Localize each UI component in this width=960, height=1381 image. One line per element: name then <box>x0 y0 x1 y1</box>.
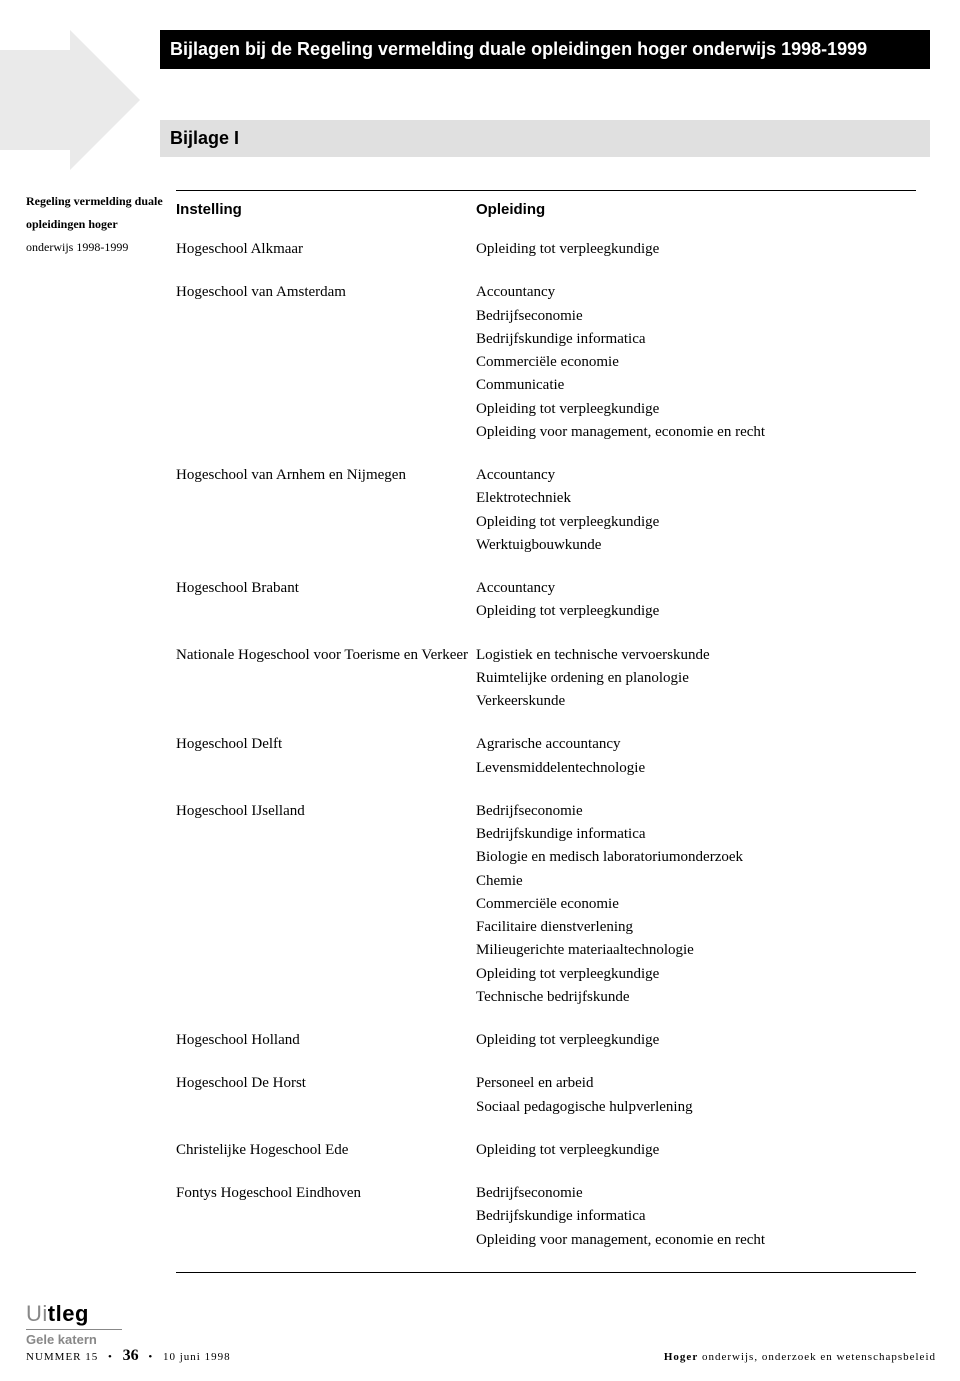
opleiding-line: Milieugerichte materiaaltechnologie <box>476 939 916 962</box>
opleiding-line: Communicatie <box>476 374 916 397</box>
opleiding-line: Opleiding tot verpleegkundige <box>476 1139 916 1162</box>
opleiding-line: Opleiding voor management, economie en r… <box>476 1229 916 1252</box>
opleiding-line: Bedrijfseconomie <box>476 1182 916 1205</box>
opleiding-cell: Opleiding tot verpleegkundige <box>476 238 916 261</box>
opleiding-cell: BedrijfseconomieBedrijfskundige informat… <box>476 1182 916 1252</box>
sidebar-line-1: Regeling vermelding duale <box>26 190 166 213</box>
opleiding-line: Werktuigbouwkunde <box>476 534 916 557</box>
opleiding-line: Logistiek en technische vervoerskunde <box>476 644 916 667</box>
page-number: 36 <box>123 1347 139 1364</box>
footer-section-label: Hoger onderwijs, onderzoek en wetenschap… <box>664 1351 936 1363</box>
logo-letter-t: t <box>48 1301 56 1326</box>
opleiding-line: Opleiding tot verpleegkundige <box>476 238 916 261</box>
opleiding-line: Opleiding voor management, economie en r… <box>476 421 916 444</box>
sidebar-line-2: opleidingen hoger <box>26 213 166 236</box>
opleiding-cell: AccountancyElektrotechniekOpleiding tot … <box>476 464 916 557</box>
table-row: Hogeschool BrabantAccountancyOpleiding t… <box>176 577 916 624</box>
instelling-cell: Hogeschool Alkmaar <box>176 238 476 261</box>
instelling-cell: Hogeschool Holland <box>176 1029 476 1052</box>
opleiding-line: Facilitaire dienstverlening <box>476 916 916 939</box>
opleiding-line: Bedrijfseconomie <box>476 305 916 328</box>
opleiding-line: Agrarische accountancy <box>476 733 916 756</box>
footer-logo-block: Uitleg Gele katern <box>26 1301 936 1347</box>
opleiding-line: Bedrijfskundige informatica <box>476 823 916 846</box>
table-body: Hogeschool AlkmaarOpleiding tot verpleeg… <box>176 238 916 1252</box>
opleiding-cell: AccountancyBedrijfseconomieBedrijfskundi… <box>476 281 916 444</box>
opleiding-cell: Opleiding tot verpleegkundige <box>476 1029 916 1052</box>
table-row: Hogeschool van AmsterdamAccountancyBedri… <box>176 281 916 444</box>
instelling-cell: Hogeschool Brabant <box>176 577 476 624</box>
table-row: Hogeschool HollandOpleiding tot verpleeg… <box>176 1029 916 1052</box>
opleiding-line: Accountancy <box>476 464 916 487</box>
table-row: Fontys Hogeschool EindhovenBedrijfsecono… <box>176 1182 916 1252</box>
instelling-cell: Hogeschool van Arnhem en Nijmegen <box>176 464 476 557</box>
opleiding-line: Ruimtelijke ordening en planologie <box>476 667 916 690</box>
instelling-cell: Hogeschool IJselland <box>176 800 476 1009</box>
opleiding-line: Commerciële economie <box>476 351 916 374</box>
page-title: Bijlagen bij de Regeling vermelding dual… <box>160 30 930 69</box>
instelling-cell: Hogeschool Delft <box>176 733 476 780</box>
top-rule <box>176 190 916 191</box>
opleiding-line: Sociaal pedagogische hulpverlening <box>476 1096 916 1119</box>
opleiding-cell: Logistiek en technische vervoerskundeRui… <box>476 644 916 714</box>
table-row: Nationale Hogeschool voor Toerisme en Ve… <box>176 644 916 714</box>
opleiding-cell: Opleiding tot verpleegkundige <box>476 1139 916 1162</box>
opleiding-cell: Agrarische accountancyLevensmiddelentech… <box>476 733 916 780</box>
footer-right-bold: Hoger <box>664 1351 698 1363</box>
opleiding-cell: Personeel en arbeidSociaal pedagogische … <box>476 1072 916 1119</box>
opleiding-line: Accountancy <box>476 577 916 600</box>
instelling-cell: Hogeschool De Horst <box>176 1072 476 1119</box>
issue-number: NUMMER 15 <box>26 1351 98 1363</box>
instelling-cell: Fontys Hogeschool Eindhoven <box>176 1182 476 1252</box>
opleiding-line: Opleiding tot verpleegkundige <box>476 511 916 534</box>
opleiding-line: Opleiding tot verpleegkundige <box>476 963 916 986</box>
footer-issue-info: NUMMER 15 • 36 • 10 juni 1998 <box>26 1347 231 1365</box>
footer-right-rest: onderwijs, onderzoek en wetenschapsbelei… <box>698 1351 936 1363</box>
logo-letters-leg: leg <box>56 1301 89 1326</box>
bottom-rule <box>176 1272 916 1273</box>
opleiding-line: Bedrijfskundige informatica <box>476 1205 916 1228</box>
page-subtitle: Bijlage I <box>160 120 930 157</box>
sidebar-line-3: onderwijs 1998-1999 <box>26 236 166 259</box>
opleiding-cell: BedrijfseconomieBedrijfskundige informat… <box>476 800 916 1009</box>
gele-katern-label: Gele katern <box>26 1329 122 1347</box>
opleiding-line: Opleiding tot verpleegkundige <box>476 398 916 421</box>
table-row: Hogeschool AlkmaarOpleiding tot verpleeg… <box>176 238 916 261</box>
opleiding-line: Elektrotechniek <box>476 487 916 510</box>
uitleg-logo: Uitleg <box>26 1301 936 1327</box>
opleiding-line: Biologie en medisch laboratoriumonderzoe… <box>476 846 916 869</box>
opleiding-line: Personeel en arbeid <box>476 1072 916 1095</box>
page-footer: Uitleg Gele katern NUMMER 15 • 36 • 10 j… <box>26 1301 936 1365</box>
main-content: Instelling Opleiding Hogeschool AlkmaarO… <box>176 190 916 1273</box>
opleiding-line: Technische bedrijfskunde <box>476 986 916 1009</box>
opleiding-line: Opleiding tot verpleegkundige <box>476 1029 916 1052</box>
table-header-instelling: Instelling <box>176 201 476 218</box>
opleiding-line: Chemie <box>476 870 916 893</box>
table-row: Hogeschool De HorstPersoneel en arbeidSo… <box>176 1072 916 1119</box>
opleiding-line: Verkeerskunde <box>476 690 916 713</box>
table-row: Hogeschool DelftAgrarische accountancyLe… <box>176 733 916 780</box>
logo-letter-u: U <box>26 1301 42 1326</box>
table-header-opleiding: Opleiding <box>476 201 916 218</box>
opleiding-line: Bedrijfskundige informatica <box>476 328 916 351</box>
instelling-cell: Nationale Hogeschool voor Toerisme en Ve… <box>176 644 476 714</box>
opleiding-line: Bedrijfseconomie <box>476 800 916 823</box>
opleiding-line: Opleiding tot verpleegkundige <box>476 600 916 623</box>
table-header-row: Instelling Opleiding <box>176 201 916 218</box>
table-row: Hogeschool van Arnhem en NijmegenAccount… <box>176 464 916 557</box>
arrow-decoration <box>0 30 140 170</box>
opleiding-line: Levensmiddelentechnologie <box>476 757 916 780</box>
issue-date: 10 juni 1998 <box>163 1351 231 1363</box>
opleiding-line: Commerciële economie <box>476 893 916 916</box>
sidebar-reference: Regeling vermelding duale opleidingen ho… <box>26 190 166 258</box>
instelling-cell: Hogeschool van Amsterdam <box>176 281 476 444</box>
instelling-cell: Christelijke Hogeschool Ede <box>176 1139 476 1162</box>
opleiding-cell: AccountancyOpleiding tot verpleegkundige <box>476 577 916 624</box>
table-row: Hogeschool IJsellandBedrijfseconomieBedr… <box>176 800 916 1009</box>
table-row: Christelijke Hogeschool EdeOpleiding tot… <box>176 1139 916 1162</box>
opleiding-line: Accountancy <box>476 281 916 304</box>
